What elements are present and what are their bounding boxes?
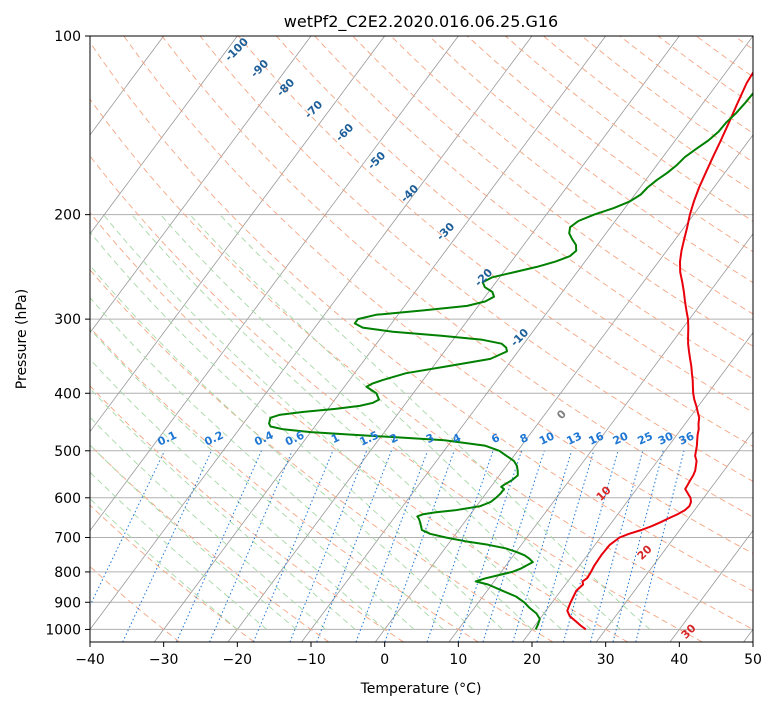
plot-frame (89, 35, 754, 643)
moist-adiabat-line (90, 388, 356, 630)
isotherm-line (522, 332, 753, 642)
x-tick-label: −40 (75, 652, 105, 668)
dry-adiabat-line (352, 36, 753, 347)
mixing-ratio-label: 10 (537, 429, 557, 447)
chart-title: wetPf2_C2E2.2020.016.06.25.G16 (284, 12, 558, 32)
moist-adiabat-line (90, 416, 326, 630)
dry-adiabat-line (90, 385, 404, 642)
plot-area: -100-90-80-70-60-50-40-30-20-10010203040… (90, 36, 753, 642)
dry-adiabat-line (90, 269, 554, 642)
dry-adiabat-line (390, 36, 753, 315)
isotherm-lines (90, 36, 753, 642)
moist-adiabat-line (160, 214, 592, 630)
dry-adiabat-line (199, 36, 753, 482)
x-tick-label: 40 (670, 652, 688, 668)
isotherm-line (90, 36, 238, 235)
mixing-ratio-line (562, 450, 619, 642)
moist-adiabat-line (90, 444, 297, 630)
dry-adiabat-line (90, 212, 628, 642)
mixing-ratio-lines (90, 450, 685, 642)
isotherm-line (90, 36, 312, 334)
temperature-profile-line (566, 70, 753, 631)
y-tick-label: 700 (54, 531, 81, 547)
y-tick-label: 600 (54, 491, 81, 507)
dewpoint-profile-line (268, 91, 753, 630)
moist-adiabat-line (90, 264, 474, 630)
mixing-ratio-line (122, 450, 212, 642)
mixing-ratio-line (482, 450, 545, 642)
isotherm-line (153, 36, 606, 642)
moist-adiabat-line (90, 328, 415, 630)
y-tick-label: 500 (54, 444, 81, 460)
x-tick-label: −10 (296, 652, 326, 668)
mixing-ratio-label: 20 (611, 429, 631, 447)
mixing-ratio-line (635, 450, 685, 642)
x-tick-label: 30 (597, 652, 615, 668)
mixing-ratio-line (590, 450, 644, 642)
isobar-gridlines (90, 36, 753, 630)
y-axis-title: Pressure (hPa) (14, 289, 30, 389)
y-axis-ticks: 1000 900 800 700 600 500 400 300 200 100 (45, 29, 90, 638)
mixing-ratio-label: 16 (587, 429, 607, 447)
dry-adiabat-line (90, 41, 753, 592)
x-tick-label: 50 (744, 652, 762, 668)
mixing-ratio-label: 30 (656, 429, 676, 447)
x-tick-label: −30 (149, 652, 179, 668)
sounding-series (268, 70, 753, 631)
mixing-ratio-line (252, 450, 334, 642)
y-tick-label: 200 (54, 208, 81, 224)
mixing-ratio-line (536, 450, 595, 642)
mixing-ratio-line (612, 450, 664, 642)
x-tick-label: −20 (223, 652, 253, 668)
isotherm-line (374, 134, 753, 642)
moist-adiabat-line (103, 214, 533, 630)
mixing-ratio-label: 13 (564, 429, 583, 447)
x-tick-label: 20 (523, 652, 541, 668)
moist-adiabat-line (131, 214, 562, 630)
isotherm-line (448, 233, 753, 642)
moist-adiabat-line (90, 358, 385, 630)
mixing-ratio-line (426, 450, 494, 642)
y-tick-label: 100 (54, 29, 81, 45)
y-tick-label: 800 (54, 565, 81, 581)
isotherm-line (595, 430, 753, 642)
dry-adiabat-lines (90, 36, 753, 642)
moist-adiabat-line (219, 214, 651, 630)
isotherm-line (90, 36, 385, 433)
mixing-ratio-line (512, 450, 573, 642)
mixing-ratio-line (175, 450, 262, 642)
mixing-ratio-label: 25 (636, 429, 655, 447)
x-axis-title: Temperature (°C) (360, 681, 482, 697)
x-axis-ticks: −40 −30 −20 −10 0 10 20 30 40 50 (75, 642, 762, 668)
dry-adiabat-line (90, 155, 703, 642)
y-tick-label: 1000 (45, 622, 81, 638)
isotherm-line (227, 36, 680, 642)
isotherm-line (90, 36, 533, 631)
x-tick-label: 10 (449, 652, 467, 668)
mixing-ratio-line (209, 450, 293, 642)
moist-adiabat-lines (90, 214, 651, 630)
moist-adiabat-line (189, 214, 621, 630)
isotherm-line (669, 529, 753, 642)
x-tick-label: 0 (380, 652, 389, 668)
y-tick-label: 400 (54, 386, 81, 402)
dry-adiabat-line (161, 36, 753, 518)
dry-adiabat-line (90, 98, 753, 630)
mixing-ratio-label: 36 (677, 429, 697, 447)
mixing-ratio-line (90, 450, 166, 607)
moist-adiabat-line (90, 231, 503, 630)
y-tick-label: 900 (54, 595, 81, 611)
isotherm-line (90, 36, 459, 532)
mixing-ratio-line (457, 450, 523, 642)
y-tick-label: 300 (54, 312, 81, 328)
dry-adiabat-line (123, 36, 753, 555)
